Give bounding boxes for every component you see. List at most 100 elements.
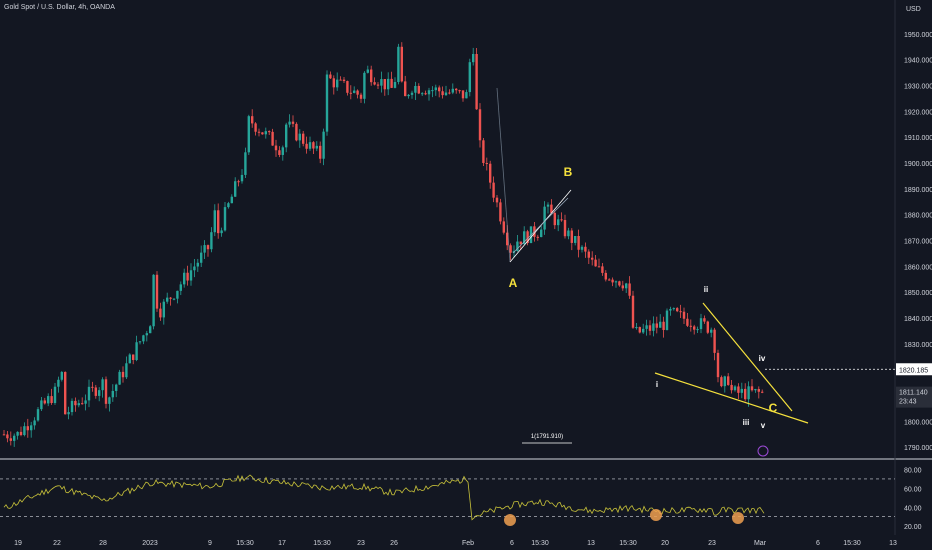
candle-body [679,311,682,313]
candle-body [142,335,145,342]
oversold-marker [504,514,516,526]
x-tick-label: Mar [754,540,767,547]
candle-body [370,69,373,83]
y-tick-label: 1940.000 [904,58,932,65]
candle-body [302,133,305,144]
candle-body [155,274,159,309]
candle-body [193,266,196,271]
candle-body [614,281,618,283]
candle-body [438,87,441,92]
candle-body [427,90,431,95]
candle-body [315,145,318,149]
x-tick-label: 2023 [142,540,158,547]
candle-body [36,409,40,421]
candle-body [19,431,23,436]
candle-body [121,371,125,378]
candle-body [278,150,281,155]
candle-body [723,376,726,387]
y-tick-label: 1890.000 [904,187,932,194]
rsi-line [3,474,765,521]
candle-body [87,386,91,401]
candle-body [84,400,87,404]
x-tick-label: 15:30 [313,540,331,547]
candle-body [281,147,284,155]
oversold-marker [732,512,744,524]
candle-body [166,297,169,302]
candle-body [60,372,63,380]
candle-body [611,279,614,283]
measure-label: 1(1791.910) [531,434,563,440]
candle-body [118,371,121,385]
candle-body [30,425,33,431]
candle-body [342,79,346,82]
candle-body [6,434,9,439]
candle-body [638,327,641,333]
wave-label-a: A [509,276,518,290]
candle-body [570,230,573,243]
candle-body [16,431,19,436]
candle-body [380,79,383,86]
candle-body [665,310,669,330]
candle-body [217,210,220,234]
candle-body [169,297,172,299]
candle-body [332,78,335,88]
candle-body [373,82,376,85]
candle-body [285,124,288,148]
x-tick-label: 19 [14,540,22,547]
x-tick-label: 9 [208,540,212,547]
candle-body [747,386,750,400]
x-tick-label: 6 [510,540,514,547]
wedge-upper-line [702,302,793,412]
candle-body [580,246,584,250]
candle-body [482,140,485,163]
last-price-tag [896,386,932,408]
candle-body [516,241,519,252]
candle-body [40,400,43,410]
candle-body [254,123,257,132]
y-tick-label: 1880.000 [904,213,932,220]
candle-body [676,308,679,312]
candle-body [448,92,451,94]
candle-body [393,82,397,88]
x-tick-label: Feb [462,540,474,547]
candle-body [662,321,665,330]
candle-body [104,379,108,404]
candle-body [492,182,495,198]
candle-body [43,400,46,404]
candle-body [349,92,352,94]
candle-body [132,354,135,360]
candle-body [455,88,458,91]
candle-body [434,87,437,91]
candle-body [550,204,553,213]
candle-body [655,323,658,328]
rsi-tick-label: 80.00 [904,468,922,475]
wave-label-v: v [761,421,766,430]
candle-body [359,94,363,99]
candle-body [648,325,652,331]
candle-body [526,231,529,244]
candle-body [557,219,560,226]
candle-body [560,219,563,221]
candle-body [414,85,417,93]
candle-body [733,386,737,391]
candle-body [553,212,556,226]
candle-body [98,390,101,396]
candle-body [319,145,322,159]
candle-body [26,426,29,431]
candle-body [237,181,240,183]
candle-body [577,235,580,250]
y-tick-label: 1920.000 [904,109,932,116]
candle-body [268,131,271,133]
dashed-level-value: 1820.185 [899,367,928,374]
candle-body [346,81,349,93]
wave-label-iii: iii [743,418,750,427]
wave-label-b: B [564,165,573,179]
candle-body [750,386,754,391]
candle-body [536,236,539,238]
candle-body [540,229,543,238]
candle-body [390,78,393,88]
candle-body [523,231,526,245]
y-tick-label: 1850.000 [904,290,932,297]
candle-body [50,396,53,404]
